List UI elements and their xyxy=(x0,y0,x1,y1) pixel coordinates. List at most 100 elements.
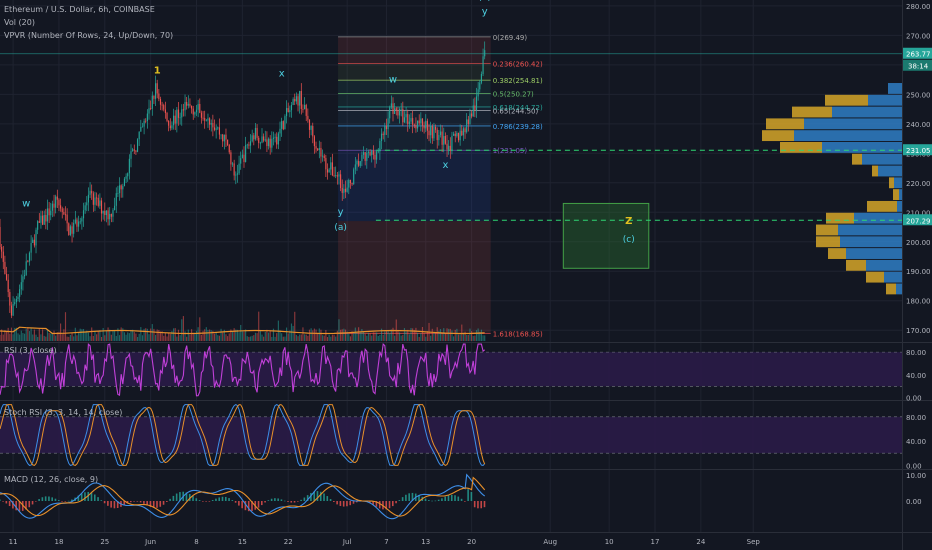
candle-body xyxy=(425,120,427,129)
volume-bar xyxy=(413,330,415,341)
candle-body xyxy=(267,138,270,147)
candle-body xyxy=(202,117,204,119)
candle-body xyxy=(227,139,229,145)
macd-histogram-bar xyxy=(319,491,322,501)
countdown-badge xyxy=(903,59,932,71)
volume-bar xyxy=(186,336,188,341)
macd-histogram-bar xyxy=(41,497,44,501)
candle-body xyxy=(374,154,376,160)
candle-body xyxy=(256,127,258,138)
volume-bar xyxy=(276,333,278,341)
time-tick-label: 15 xyxy=(238,538,247,546)
candle-body xyxy=(25,261,27,275)
rsi-band xyxy=(0,352,902,387)
volume-bar xyxy=(294,311,296,341)
fib-zone xyxy=(338,106,491,151)
candle-body xyxy=(271,138,273,148)
candle-body xyxy=(163,105,165,110)
time-tick-label: Jun xyxy=(144,538,156,546)
candle-body xyxy=(194,112,196,115)
volume-bar xyxy=(285,327,288,341)
macd-histogram-bar xyxy=(90,492,93,501)
volume-bar xyxy=(7,327,9,341)
macd-histogram-bar xyxy=(185,492,188,501)
volume-bar xyxy=(69,334,71,341)
volume-bar xyxy=(27,327,29,341)
volume-bar xyxy=(394,335,396,341)
candle-body xyxy=(343,188,345,193)
candle-body xyxy=(464,128,466,133)
volume-bar xyxy=(282,336,284,341)
macd-histogram-bar xyxy=(372,501,374,505)
candle-body xyxy=(66,214,68,224)
volume-bar xyxy=(251,335,253,341)
volume-bar xyxy=(102,328,104,341)
volume-bar xyxy=(17,333,19,341)
wave-label: y xyxy=(338,207,344,218)
candle-body xyxy=(168,120,170,126)
candle-body xyxy=(33,239,35,246)
candle-body xyxy=(130,151,132,159)
candle-body xyxy=(294,99,296,102)
volume-bar xyxy=(441,332,443,341)
volume-profile-up-bar xyxy=(780,141,822,153)
price-tick-label: 170.00 xyxy=(906,327,931,335)
candle-body xyxy=(64,214,67,216)
macd-histogram-bar xyxy=(306,495,309,501)
macd-histogram-bar xyxy=(202,501,204,502)
candle-body xyxy=(246,144,248,146)
candle-body xyxy=(290,105,293,111)
volume-bar xyxy=(28,331,31,341)
candle-body xyxy=(371,150,373,156)
candle-body xyxy=(68,223,70,236)
volume-bar xyxy=(461,324,463,341)
candle-body xyxy=(37,221,39,230)
volume-bar xyxy=(431,328,433,341)
candle-body xyxy=(266,139,268,147)
candle-body xyxy=(0,227,1,247)
volume-bar xyxy=(403,328,406,341)
volume-bar xyxy=(204,329,206,341)
volume-bar xyxy=(471,331,473,341)
candle-body xyxy=(454,133,456,137)
candles xyxy=(0,41,486,319)
macd-histogram-bar xyxy=(385,501,388,510)
macd-histogram-bar xyxy=(473,501,476,508)
volume-bar xyxy=(51,332,53,341)
candle-body xyxy=(305,104,307,116)
candle-body xyxy=(456,132,458,137)
candle-body xyxy=(91,190,93,194)
volume-bar xyxy=(56,332,58,341)
candle-body xyxy=(12,303,14,316)
candle-body xyxy=(466,119,468,133)
candle-body xyxy=(30,242,32,253)
volume-bar xyxy=(359,331,361,341)
candle-body xyxy=(73,222,75,234)
candle-body xyxy=(362,152,365,155)
candle-body xyxy=(253,135,255,140)
candle-body xyxy=(261,136,263,143)
candle-body xyxy=(469,113,471,125)
volume-profile-up-bar xyxy=(816,224,838,236)
symbol-title: Ethereum / U.S. Dollar, 6h, COINBASE xyxy=(4,5,155,14)
macd-histogram-bar xyxy=(159,501,162,507)
volume-bar xyxy=(326,336,329,341)
time-tick-label: 20 xyxy=(467,538,476,546)
candle-body xyxy=(323,155,325,159)
volume-bar xyxy=(320,329,322,341)
volume-bar xyxy=(100,336,103,341)
volume-bar xyxy=(89,336,91,341)
candle-body xyxy=(177,109,180,118)
volume-bar xyxy=(110,334,112,341)
macd-histogram-bar xyxy=(280,499,283,501)
candle-body xyxy=(318,147,320,151)
candle-body xyxy=(50,210,52,216)
volume-bar xyxy=(269,330,271,341)
candle-body xyxy=(420,118,422,124)
candle-body xyxy=(394,108,396,114)
candle-body xyxy=(358,161,360,166)
price-tick-label: 210.00 xyxy=(906,209,931,217)
volume-profile-up-bar xyxy=(816,236,840,248)
macd-histogram-bar xyxy=(87,491,90,501)
